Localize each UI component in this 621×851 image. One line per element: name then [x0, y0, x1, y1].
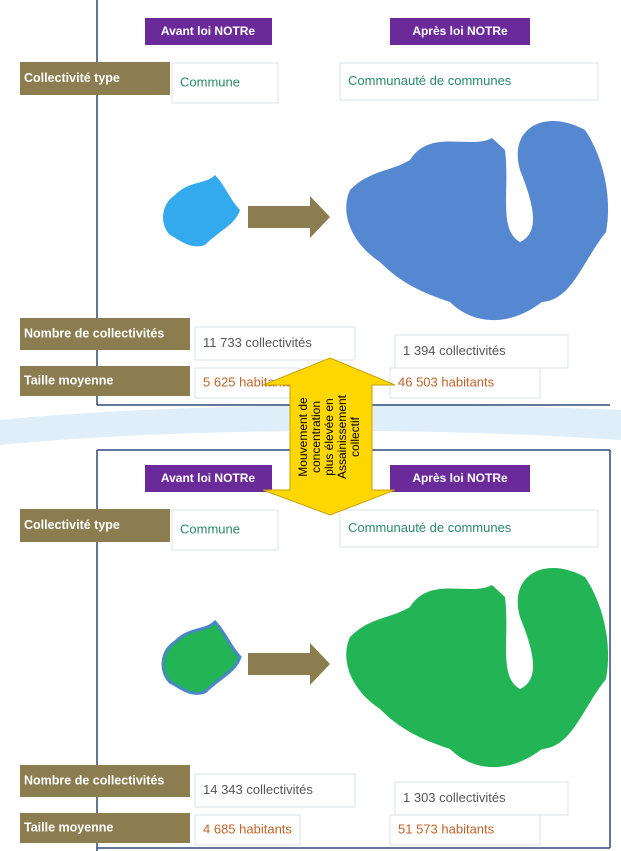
row-label: Nombre de collectivités	[24, 773, 164, 787]
header-box	[390, 18, 530, 45]
commune-shape	[163, 175, 240, 247]
row-label-box	[20, 813, 190, 843]
value-after: 51 573 habitants	[398, 821, 495, 836]
value-box	[194, 814, 301, 846]
commune-shape	[161, 619, 242, 695]
callout-arrow	[262, 357, 396, 516]
value-box	[171, 62, 279, 104]
value-box	[171, 509, 279, 551]
row-label: Taille moyenne	[24, 373, 113, 387]
header-box	[390, 465, 530, 492]
header: Avant loi NOTRe	[161, 24, 256, 38]
value-after: Communauté de communes	[348, 520, 512, 535]
row-label: Collectivité type	[24, 518, 120, 532]
value-box	[194, 773, 356, 808]
intercommunalite-shape	[346, 567, 609, 768]
panel-bottom-decor	[96, 449, 611, 851]
value-before: 14 343 collectivités	[203, 782, 313, 797]
row-label: Collectivité type	[24, 71, 120, 85]
callout-line: Mouvement de	[296, 397, 310, 477]
value-before: 11 733 collectivités	[203, 335, 312, 350]
value-before: Commune	[180, 521, 240, 536]
value-box	[194, 326, 356, 361]
row-label: Nombre de collectivités	[24, 326, 164, 340]
value-after: 1 394 collectivités	[403, 343, 506, 358]
intercommunalite-shape	[346, 120, 609, 321]
value-box	[339, 509, 599, 548]
value-after: 46 503 habitants	[398, 374, 495, 389]
value-box	[394, 334, 569, 369]
callout-text: Mouvement de concentration plus élevée en A…	[296, 394, 362, 479]
header-box	[145, 18, 272, 45]
header: Après loi NOTRe	[412, 24, 508, 38]
value-before: Commune	[180, 74, 240, 89]
header: Avant loi NOTRe	[161, 471, 256, 485]
row-label-box	[20, 318, 190, 350]
callout-line: concentration	[309, 401, 323, 473]
row-label-box	[20, 765, 190, 797]
header-box	[145, 465, 272, 492]
arrow	[248, 196, 330, 238]
content: Avant loi NOTRe Après loi NOTRe Collectivi…	[20, 18, 599, 846]
value-after: 1 303 collectivités	[403, 790, 506, 805]
shapes	[161, 567, 609, 768]
row-label-box	[20, 509, 170, 542]
value-box	[339, 62, 599, 101]
value-before: 5 625 habitants	[203, 374, 292, 389]
value-box	[389, 814, 541, 846]
panel-top-decor	[0, 0, 621, 445]
row-label-box	[20, 62, 170, 95]
value-before: 4 685 habitants	[203, 821, 292, 836]
value-after: Communauté de communes	[348, 73, 512, 88]
value-box	[394, 781, 569, 816]
row-label: Taille moyenne	[24, 820, 113, 834]
row-label-box	[20, 366, 190, 396]
header: Après loi NOTRe	[412, 471, 508, 485]
callout-line: Assainissement	[335, 394, 349, 479]
callout-line: collectif	[348, 416, 362, 457]
arrow	[248, 643, 330, 685]
callout-line: plus élevée en	[322, 398, 336, 475]
